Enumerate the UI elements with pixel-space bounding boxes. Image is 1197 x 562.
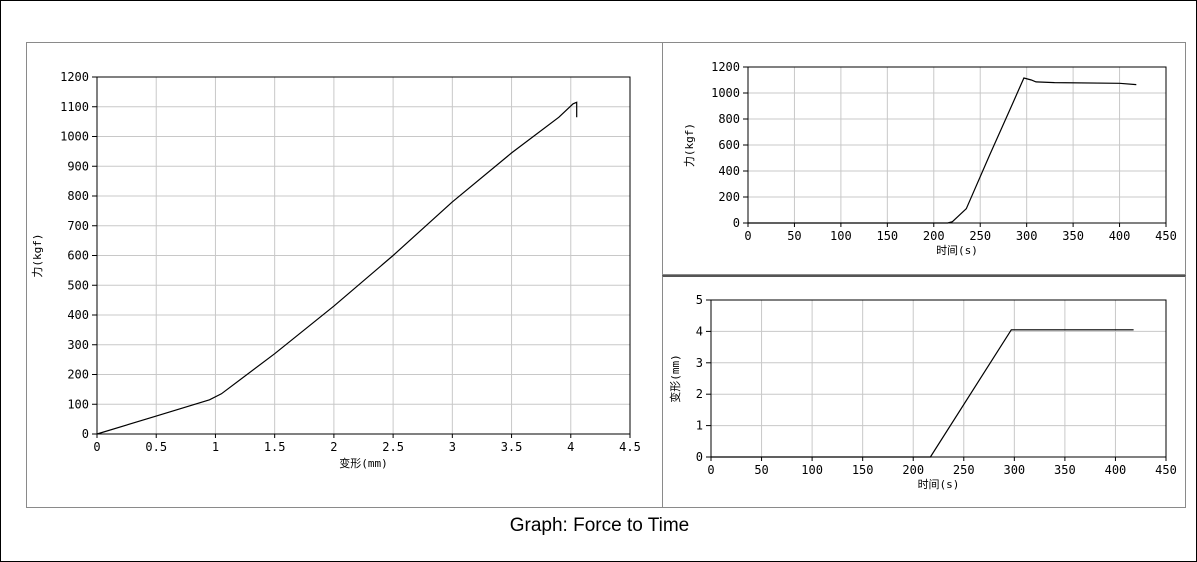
x-tick-label: 400 [1109, 229, 1131, 243]
y-tick-label: 700 [67, 219, 89, 233]
y-tick-label: 1000 [711, 86, 740, 100]
y-axis-label: 变形(mm) [668, 354, 682, 403]
force-deformation-chart: 0 0.5 1 1.5 2 2.5 3 3.5 4 4.5 0 100 200 300 400 500 600 7… [31, 70, 641, 470]
y-tick-label: 1000 [60, 130, 89, 144]
series-line [748, 77, 1137, 224]
x-tick-label: 200 [902, 463, 924, 477]
y-tick-label: 0 [733, 216, 740, 230]
x-tick-label: 100 [830, 229, 852, 243]
y-tick-label: 200 [718, 190, 740, 204]
y-tick-label: 0 [696, 450, 703, 464]
x-tick-label: 4 [567, 440, 574, 454]
y-tick-label: 300 [67, 338, 89, 352]
y-axis-label: 力(kgf) [31, 233, 44, 277]
x-tick-label: 400 [1105, 463, 1127, 477]
x-tick-label: 0 [707, 463, 714, 477]
plot-area-border [747, 66, 1167, 224]
x-tick-label: 0 [93, 440, 100, 454]
y-tick-label: 400 [67, 308, 89, 322]
y-tick-label: 1 [696, 419, 703, 433]
x-tick-label: 1 [212, 440, 219, 454]
y-tick-label: 600 [67, 249, 89, 263]
x-tick-label: 50 [754, 463, 768, 477]
x-tick-label: 450 [1155, 463, 1177, 477]
y-tick-label: 2 [696, 387, 703, 401]
y-tick-label: 100 [67, 397, 89, 411]
y-tick-label: 3 [696, 356, 703, 370]
deformation-time-chart: 0 50 100 150 200 250 300 350 400 450 0 1 2 3 4 5 时间(s) 变形… [668, 293, 1177, 491]
x-axis-label: 时间(s) [936, 244, 978, 257]
series-line [96, 101, 578, 435]
x-tick-label: 0 [744, 229, 751, 243]
x-tick-label: 200 [923, 229, 945, 243]
x-tick-label: 350 [1062, 229, 1084, 243]
x-tick-label: 350 [1054, 463, 1076, 477]
force-time-chart: 0 50 100 150 200 250 300 350 400 450 0 200 400 600 800… [683, 60, 1177, 257]
x-tick-label: 250 [953, 463, 975, 477]
y-tick-label: 500 [67, 278, 89, 292]
x-axis-label: 时间(s) [918, 478, 960, 491]
y-tick-label: 800 [67, 189, 89, 203]
x-tick-label: 100 [801, 463, 823, 477]
force-time-panel: 0 50 100 150 200 250 300 350 400 450 0 200 400 600 800… [662, 42, 1186, 275]
x-tick-label: 450 [1155, 229, 1177, 243]
x-tick-label: 300 [1003, 463, 1025, 477]
y-tick-label: 1200 [60, 70, 89, 84]
x-tick-label: 0.5 [145, 440, 167, 454]
force-deformation-panel: 0 0.5 1 1.5 2 2.5 3 3.5 4 4.5 0 100 200 300 400 500 600 7… [26, 42, 663, 508]
y-tick-label: 1200 [711, 60, 740, 74]
x-tick-label: 150 [852, 463, 874, 477]
x-tick-label: 1.5 [264, 440, 286, 454]
x-tick-label: 3 [449, 440, 456, 454]
x-tick-label: 4.5 [619, 440, 641, 454]
y-tick-label: 900 [67, 159, 89, 173]
x-tick-label: 50 [787, 229, 801, 243]
deformation-time-panel: 0 50 100 150 200 250 300 350 400 450 0 1 2 3 4 5 时间(s) 变形… [662, 275, 1186, 508]
x-tick-label: 300 [1016, 229, 1038, 243]
y-tick-label: 600 [718, 138, 740, 152]
plot-area-border [710, 299, 1167, 458]
y-tick-label: 0 [82, 427, 89, 441]
x-tick-label: 150 [876, 229, 898, 243]
y-tick-label: 5 [696, 293, 703, 307]
x-tick-label: 2.5 [382, 440, 404, 454]
x-tick-label: 2 [330, 440, 337, 454]
x-axis-label: 变形(mm) [339, 456, 388, 470]
x-tick-label: 3.5 [501, 440, 523, 454]
series-line [711, 329, 1134, 458]
y-tick-label: 4 [696, 324, 703, 338]
figure-caption: Graph: Force to Time [509, 515, 690, 536]
y-tick-label: 800 [718, 112, 740, 126]
plot-area-border [96, 76, 631, 435]
y-tick-label: 400 [718, 164, 740, 178]
y-axis-label: 力(kgf) [683, 123, 696, 167]
y-tick-label: 1100 [60, 100, 89, 114]
y-tick-label: 200 [67, 368, 89, 382]
x-tick-label: 250 [969, 229, 991, 243]
